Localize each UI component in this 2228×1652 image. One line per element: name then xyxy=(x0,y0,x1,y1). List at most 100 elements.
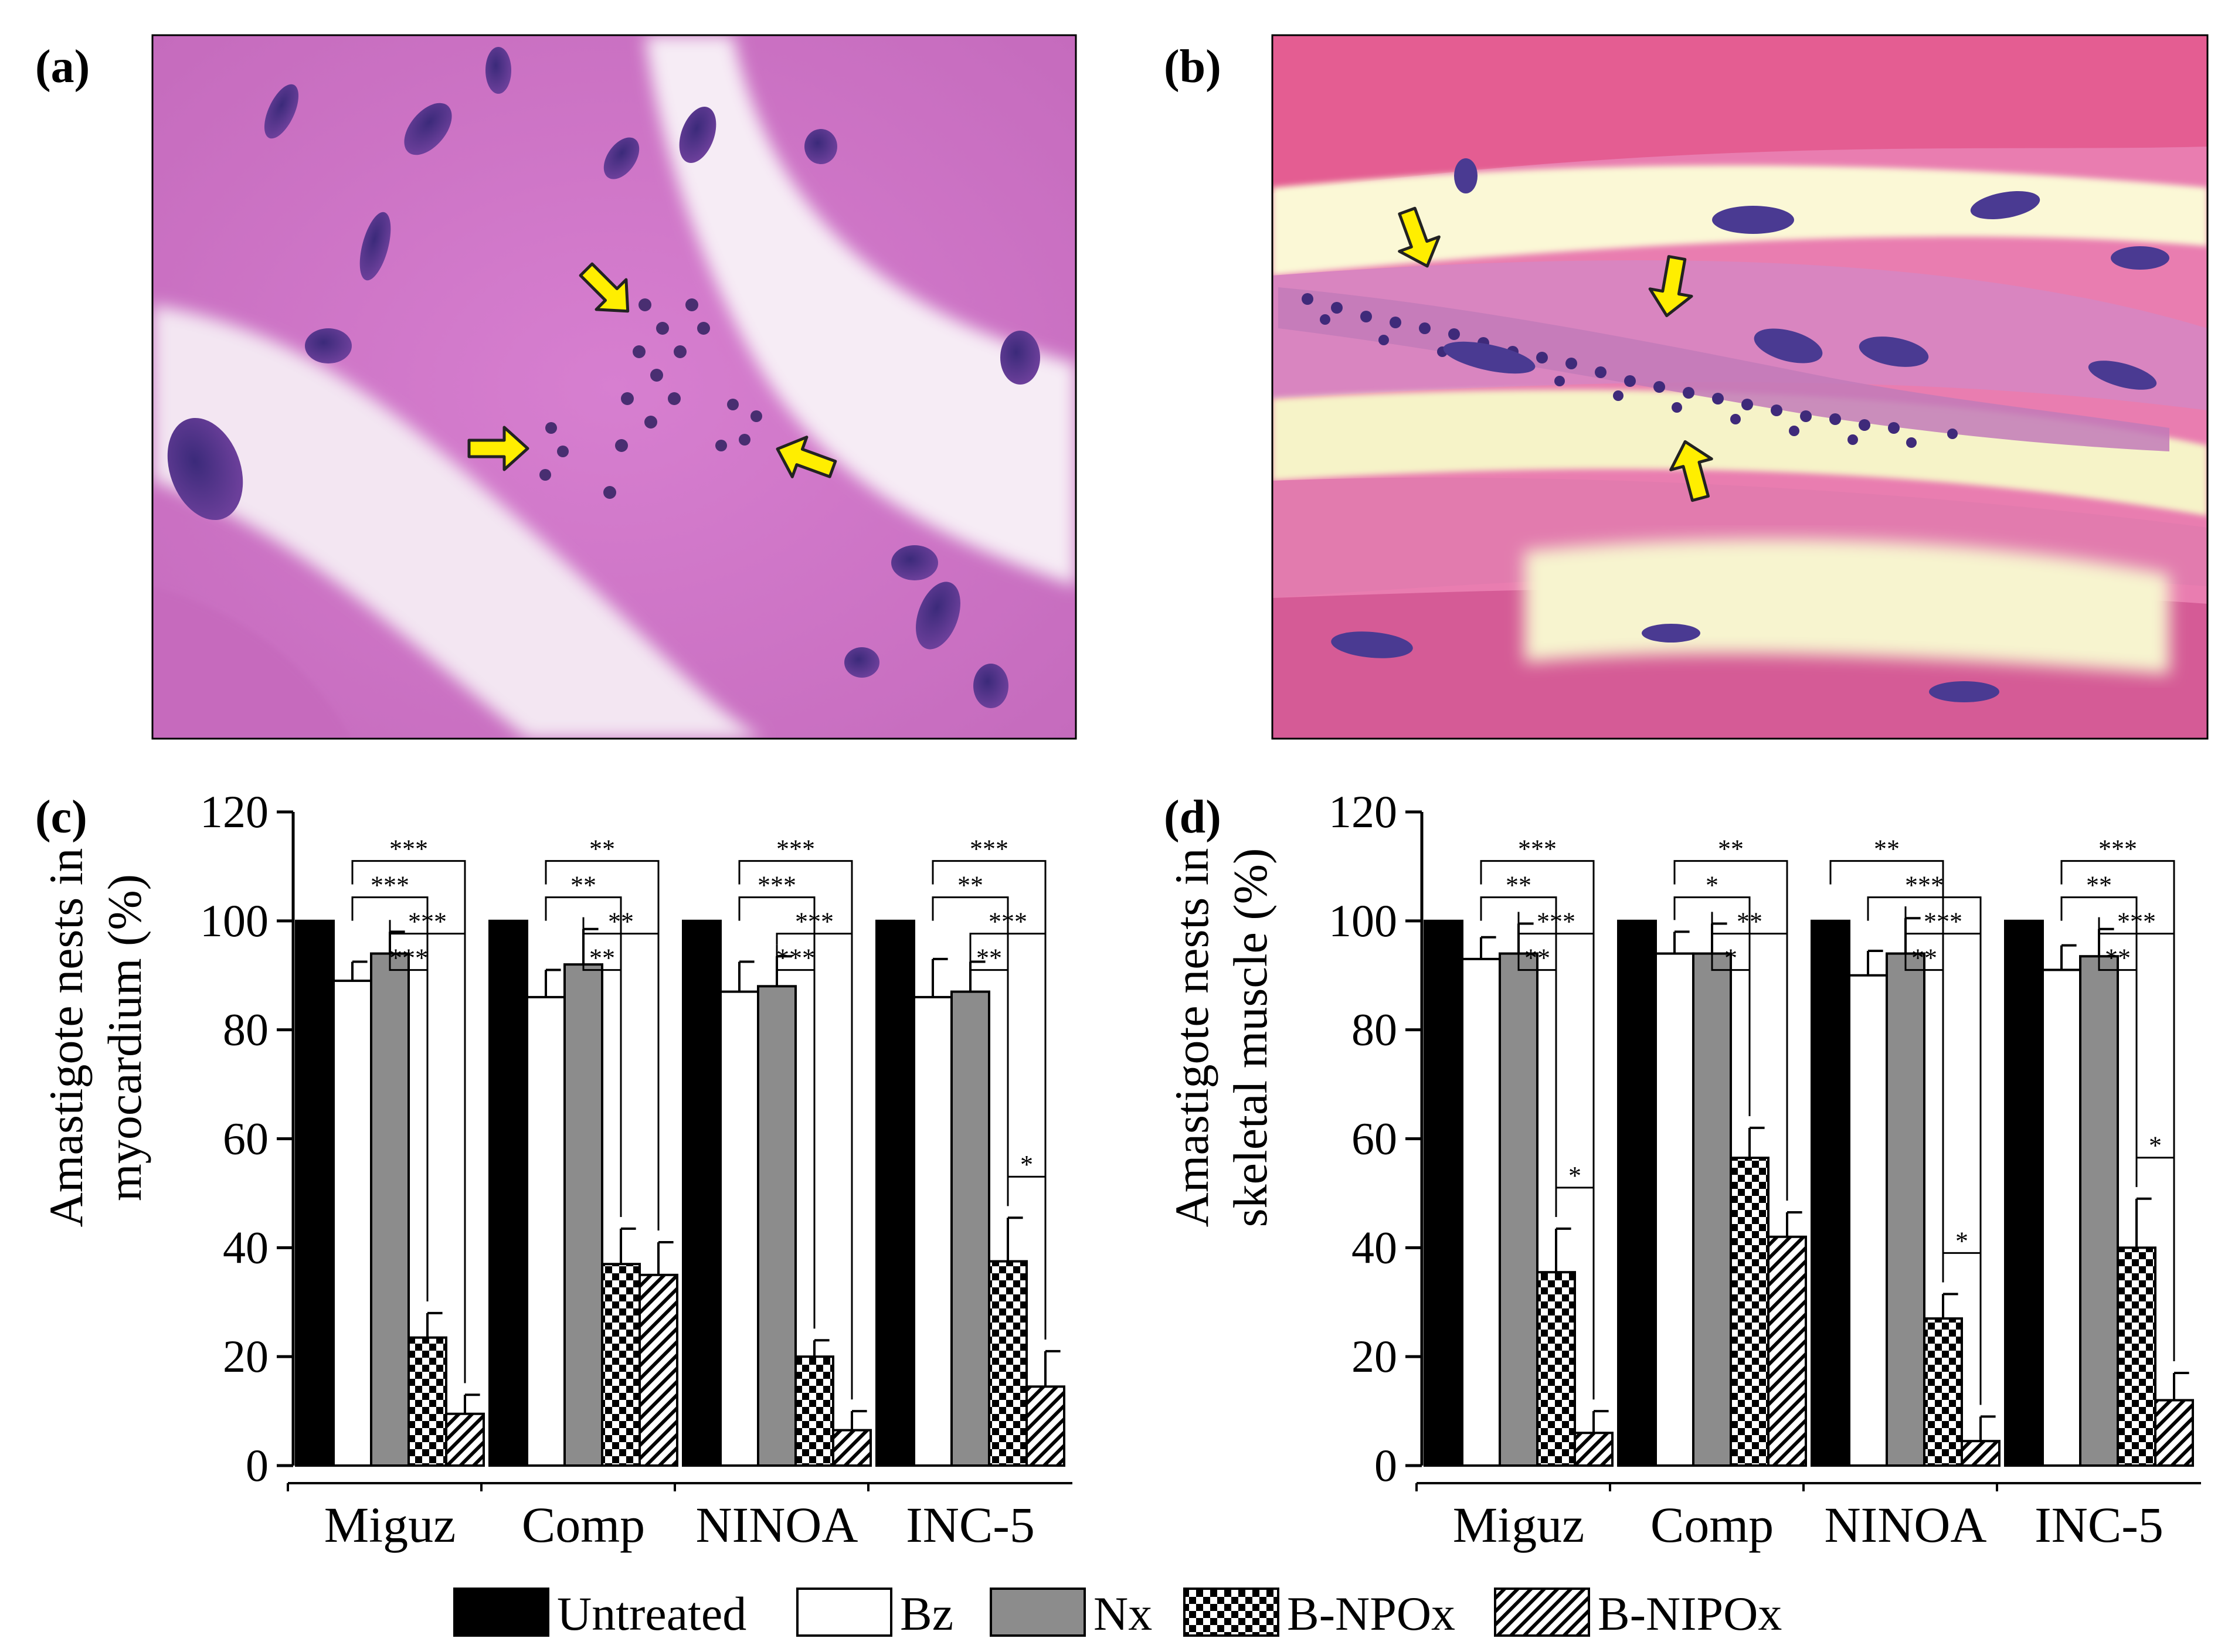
bar-d-comp-bz xyxy=(1655,952,1694,1467)
significance-label-c-comp-2: ** xyxy=(608,907,634,936)
significance-bracket-d-ninoa-3 xyxy=(1904,906,1944,1283)
panel-label-a: (a) xyxy=(35,41,90,93)
legend-item-bz: Bz xyxy=(796,1587,953,1640)
bar-d-miguz-bz xyxy=(1461,957,1501,1467)
bar-c-miguz-nx xyxy=(370,952,410,1467)
significance-bracket-d-miguz-3 xyxy=(1517,912,1557,1217)
legend-label-untreated: Untreated xyxy=(557,1587,746,1640)
x-category-label-c-ninoa: NINOA xyxy=(695,1497,858,1553)
bar-c-ninoa-bz xyxy=(719,990,759,1467)
bar-c-inc-5-bnpox xyxy=(988,1260,1028,1467)
significance-label-c-miguz-0: *** xyxy=(389,835,428,864)
significance-label-c-inc-5-3: ** xyxy=(976,944,1002,973)
significance-label-d-miguz-3: ** xyxy=(1524,944,1550,973)
bar-c-miguz-bz xyxy=(332,980,372,1467)
bar-c-miguz-bnpox xyxy=(407,1336,447,1467)
significance-label-d-ninoa-2: *** xyxy=(1924,907,1962,936)
significance-label-c-miguz-1: *** xyxy=(371,871,409,900)
significance-bracket-c-miguz-3 xyxy=(389,920,429,1301)
histology-image-b xyxy=(1272,35,2207,739)
legend: Untreated Bz Nx B-NPOx B-NIPOx xyxy=(453,1587,1782,1640)
y-tick-label-d-120: 120 xyxy=(1329,786,1397,837)
bar-c-inc-5-untreated xyxy=(875,919,915,1467)
y-tick-label-d-60: 60 xyxy=(1351,1113,1397,1164)
bar-d-miguz-bnpox xyxy=(1536,1271,1576,1467)
bar-d-inc-5-nx xyxy=(2079,955,2119,1467)
y-tick-label-c-60: 60 xyxy=(223,1113,269,1164)
significance-label-d-comp-0: ** xyxy=(1718,835,1744,864)
y-tick-label-d-20: 20 xyxy=(1351,1331,1397,1382)
significance-label-c-inc-5-0: *** xyxy=(970,835,1008,864)
bar-d-inc-5-bz xyxy=(2042,968,2081,1467)
panel-label-d: (d) xyxy=(1164,791,1221,843)
legend-label-nx: Nx xyxy=(1093,1587,1152,1640)
y-tick-label-c-80: 80 xyxy=(223,1004,269,1055)
bar-c-comp-bz xyxy=(526,995,566,1467)
significance-label-c-ninoa-1: *** xyxy=(758,871,796,900)
significance-bracket-d-miguz-4 xyxy=(1555,1187,1595,1400)
significance-label-d-miguz-2: *** xyxy=(1537,907,1575,936)
bar-d-miguz-bnipox xyxy=(1574,1432,1614,1467)
histology-image-a xyxy=(152,35,1076,739)
bar-d-ninoa-untreated xyxy=(1811,919,1850,1467)
significance-label-c-ninoa-3: *** xyxy=(776,944,815,973)
bar-d-inc-5-bnpox xyxy=(2117,1246,2156,1467)
legend-swatch-bnpox xyxy=(1183,1588,1279,1637)
bar-c-comp-nx xyxy=(563,963,603,1467)
significance-bracket-d-inc-5-3 xyxy=(2098,917,2138,1187)
significance-label-d-ninoa-3: ** xyxy=(1911,944,1937,973)
y-tick-label-c-0: 0 xyxy=(246,1440,269,1491)
significance-bracket-d-ninoa-4 xyxy=(1942,1252,1982,1405)
legend-swatch-bz xyxy=(796,1588,892,1637)
bar-chart-skeletal-muscle: 020406080100120Miguz***********Comp*****… xyxy=(1329,786,2201,1553)
legend-swatch-untreated xyxy=(453,1588,549,1637)
legend-item-untreated: Untreated xyxy=(453,1587,746,1640)
significance-label-d-ninoa-1: *** xyxy=(1905,871,1944,900)
bar-d-ninoa-bz xyxy=(1848,974,1888,1467)
significance-bracket-c-ninoa-2 xyxy=(776,933,853,1400)
y-tick-label-c-20: 20 xyxy=(223,1331,269,1382)
x-category-label-c-miguz: Miguz xyxy=(324,1497,456,1553)
significance-bracket-c-inc-5-2 xyxy=(969,933,1047,1340)
y-tick-label-d-80: 80 xyxy=(1351,1004,1397,1055)
bar-c-comp-bnpox xyxy=(601,1263,641,1467)
significance-label-d-comp-3: * xyxy=(1724,944,1737,973)
significance-label-d-inc-5-0: *** xyxy=(2098,835,2137,864)
legend-item-bnpox: B-NPOx xyxy=(1183,1587,1455,1640)
significance-label-c-inc-5-1: ** xyxy=(957,871,983,900)
significance-label-d-comp-2: ** xyxy=(1737,907,1762,936)
significance-label-c-comp-0: ** xyxy=(589,835,615,864)
bar-c-inc-5-bz xyxy=(913,995,953,1467)
significance-bracket-d-comp-3 xyxy=(1711,912,1751,1116)
bar-d-comp-bnipox xyxy=(1767,1235,1807,1467)
significance-label-d-miguz-1: ** xyxy=(1506,871,1531,900)
significance-label-c-miguz-2: *** xyxy=(408,907,447,936)
bar-c-inc-5-bnipox xyxy=(1025,1385,1065,1467)
x-category-label-d-comp: Comp xyxy=(1650,1497,1774,1553)
significance-label-d-inc-5-4: * xyxy=(2149,1131,2162,1160)
significance-label-d-inc-5-1: ** xyxy=(2086,871,2112,900)
y-tick-label-d-40: 40 xyxy=(1351,1222,1397,1273)
legend-item-bnipox: B-NIPOx xyxy=(1494,1587,1782,1640)
legend-item-nx: Nx xyxy=(990,1587,1152,1640)
significance-bracket-c-inc-5-3 xyxy=(969,950,1009,1206)
significance-label-c-ninoa-2: *** xyxy=(795,907,834,936)
significance-label-d-ninoa-4: * xyxy=(1955,1226,1968,1255)
significance-label-d-inc-5-2: *** xyxy=(2117,907,2156,936)
significance-label-d-inc-5-3: ** xyxy=(2105,944,2131,973)
bar-d-inc-5-untreated xyxy=(2004,919,2044,1467)
bar-c-ninoa-nx xyxy=(757,985,797,1467)
y-tick-label-c-120: 120 xyxy=(200,786,269,837)
bar-c-miguz-bnipox xyxy=(445,1412,485,1467)
significance-label-d-comp-1: * xyxy=(1706,871,1718,900)
bar-d-inc-5-bnipox xyxy=(2154,1399,2194,1467)
y-axis-title-c: Amastigote nests in myocardium (%) xyxy=(39,848,151,1228)
bar-d-miguz-nx xyxy=(1499,952,1538,1467)
legend-label-bz: Bz xyxy=(900,1587,953,1640)
legend-label-bnpox: B-NPOx xyxy=(1287,1587,1455,1640)
significance-bracket-c-ninoa-3 xyxy=(776,944,816,1329)
significance-label-d-miguz-0: *** xyxy=(1518,835,1557,864)
bar-c-ninoa-untreated xyxy=(682,919,722,1467)
significance-label-d-ninoa-0: ** xyxy=(1874,835,1900,864)
